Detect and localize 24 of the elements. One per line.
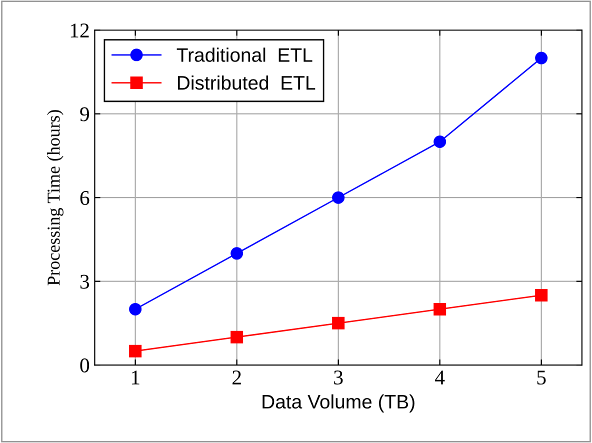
point xyxy=(434,136,446,148)
point xyxy=(332,316,345,330)
y-tick-label: 9 xyxy=(80,107,90,122)
y-axis-title: Processing Time (hours) xyxy=(47,110,64,286)
y-tick-label: 3 xyxy=(80,274,90,289)
x-tick-label: 2 xyxy=(232,370,241,384)
point xyxy=(230,247,244,260)
point xyxy=(129,302,142,316)
x-tick-label: 3 xyxy=(334,370,343,385)
legend-label: Distributed ETL xyxy=(178,75,316,90)
point xyxy=(434,302,446,316)
x-tick-label: 5 xyxy=(537,370,546,385)
point xyxy=(230,330,244,344)
legend-label: Traditional ETL xyxy=(176,48,312,62)
y-tick-label: 0 xyxy=(80,358,90,372)
point xyxy=(535,289,548,302)
point xyxy=(332,191,345,204)
x-axis-title: Data Volume (TB) xyxy=(262,394,414,412)
point xyxy=(129,344,142,358)
x-tick-label: 1 xyxy=(132,370,140,384)
y-tick-label: 6 xyxy=(80,191,90,206)
y-tick-label: 12 xyxy=(70,24,89,38)
x-tick-label: 4 xyxy=(435,370,445,384)
point xyxy=(535,52,548,64)
